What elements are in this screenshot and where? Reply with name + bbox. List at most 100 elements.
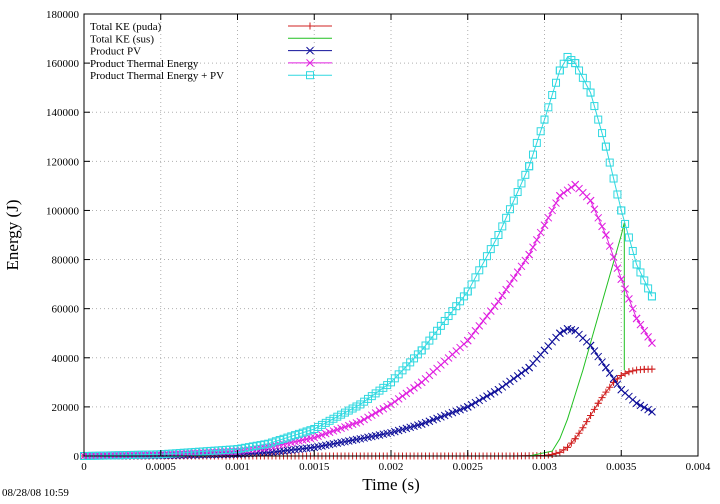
data-point xyxy=(360,415,368,424)
data-point xyxy=(379,404,388,413)
data-point xyxy=(555,329,564,338)
x-tick-label: 0.0015 xyxy=(299,461,330,473)
data-point xyxy=(628,304,637,313)
data-point xyxy=(594,213,603,222)
data-point xyxy=(410,384,418,392)
data-point xyxy=(609,253,618,261)
data-point xyxy=(498,383,507,391)
data-point xyxy=(475,322,484,330)
data-point xyxy=(402,389,411,398)
data-point xyxy=(601,142,610,151)
data-point xyxy=(648,365,656,373)
data-point xyxy=(602,231,610,239)
legend-entry: Product Thermal Energy xyxy=(90,58,332,70)
data-point xyxy=(414,381,422,389)
data-point xyxy=(540,115,549,124)
data-point xyxy=(540,221,549,230)
x-tick-label: 0.0025 xyxy=(453,461,484,473)
data-point xyxy=(552,199,560,207)
data-point xyxy=(628,246,637,255)
data-point xyxy=(624,233,633,242)
data-point xyxy=(536,228,545,237)
legend-marker xyxy=(306,22,314,30)
data-point xyxy=(367,411,376,420)
data-point xyxy=(636,401,645,410)
data-point xyxy=(602,388,610,396)
data-point xyxy=(502,285,510,294)
legend-label: Product PV xyxy=(90,46,141,58)
data-point xyxy=(598,129,607,138)
data-point xyxy=(636,268,645,277)
data-point xyxy=(648,407,656,416)
data-point xyxy=(586,341,595,350)
data-point xyxy=(636,320,645,329)
data-point xyxy=(586,88,595,97)
y-axis-title: Energy (J) xyxy=(3,200,22,271)
series-line xyxy=(84,368,653,457)
legend-marker xyxy=(306,71,314,80)
y-tick-label: 180000 xyxy=(46,9,80,21)
x-tick-label: 0 xyxy=(81,461,87,473)
data-point xyxy=(598,222,606,231)
series-4 xyxy=(80,52,656,460)
legend-entry: Total KE (puda) xyxy=(90,21,332,33)
data-point xyxy=(525,162,534,171)
data-point xyxy=(644,333,652,341)
data-point xyxy=(502,380,510,389)
data-point xyxy=(575,429,583,437)
data-point xyxy=(502,213,511,222)
data-point xyxy=(606,383,614,391)
y-tick-label: 20000 xyxy=(52,402,80,414)
data-point xyxy=(598,394,606,402)
data-point xyxy=(594,115,603,124)
data-point xyxy=(494,231,503,239)
x-axis-title: Time (s) xyxy=(362,475,419,494)
data-point xyxy=(467,331,476,340)
data-point xyxy=(544,213,553,222)
data-point xyxy=(390,397,399,406)
data-point xyxy=(609,174,618,183)
data-point xyxy=(567,183,576,192)
data-point xyxy=(364,413,372,422)
timestamp: 08/28/08 10:59 xyxy=(2,487,69,499)
data-point xyxy=(517,262,526,271)
data-point xyxy=(605,242,614,250)
data-point xyxy=(559,327,568,335)
legend-label: Product Thermal Energy + PV xyxy=(90,70,224,82)
data-point xyxy=(406,386,415,395)
data-point xyxy=(498,222,507,231)
y-tick-label: 120000 xyxy=(46,156,80,168)
data-point xyxy=(471,398,480,407)
data-point xyxy=(590,347,599,355)
data-point xyxy=(486,390,495,398)
data-point xyxy=(356,417,365,426)
data-point xyxy=(590,205,599,214)
data-point xyxy=(625,294,633,303)
data-point xyxy=(505,205,514,214)
x-tick-label: 0.001 xyxy=(225,461,250,473)
x-tick-label: 0.002 xyxy=(379,461,404,473)
data-point xyxy=(613,190,622,199)
data-point xyxy=(632,314,641,323)
data-point xyxy=(587,411,595,419)
x-tick-label: 0.0035 xyxy=(606,461,637,473)
data-point xyxy=(563,186,572,195)
data-point xyxy=(479,394,487,403)
data-point xyxy=(629,367,637,375)
data-point xyxy=(613,380,622,389)
data-point xyxy=(552,78,561,87)
data-point xyxy=(567,439,575,447)
data-point xyxy=(517,369,526,377)
data-point xyxy=(398,392,407,400)
data-point xyxy=(613,375,621,383)
data-point xyxy=(644,405,652,414)
legend-label: Total KE (sus) xyxy=(90,33,154,45)
data-point xyxy=(560,446,568,454)
data-point xyxy=(640,276,649,285)
x-tick-label: 0.003 xyxy=(532,461,557,473)
data-point xyxy=(632,260,641,269)
legend-label: Total KE (puda) xyxy=(90,21,162,33)
data-point xyxy=(490,302,499,311)
data-point xyxy=(475,396,484,405)
x-tick-label: 0.0005 xyxy=(146,461,177,473)
